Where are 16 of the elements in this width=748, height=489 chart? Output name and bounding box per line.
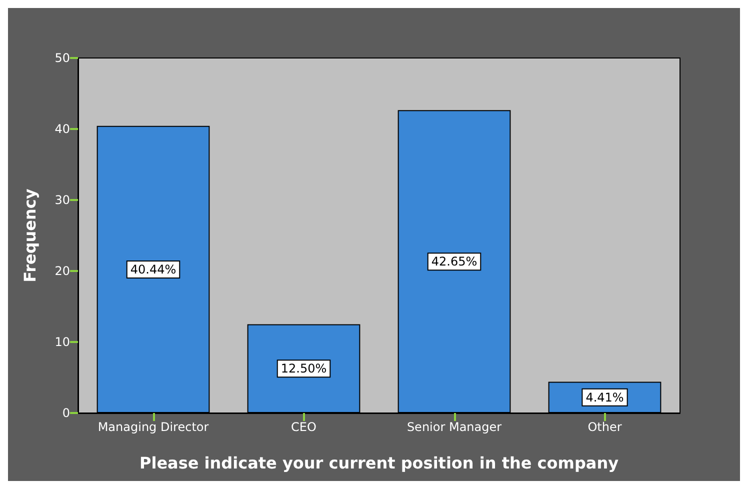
y-tick-label: 10 [54, 335, 70, 349]
x-tick-label: Senior Manager [406, 420, 502, 434]
y-axis-title: Frequency [20, 188, 40, 282]
data-label: 40.44% [130, 262, 176, 276]
data-label: 4.41% [586, 390, 624, 404]
data-label: 12.50% [280, 362, 327, 376]
x-axis-title: Please indicate your current position in the company [139, 454, 620, 472]
y-tick-label: 40 [54, 122, 70, 136]
y-tick-label: 0 [62, 406, 70, 420]
x-tick-label: Managing Director [98, 420, 209, 434]
data-label: 42.65% [431, 254, 478, 269]
x-tick-label: CEO [291, 420, 316, 434]
y-tick-label: 30 [54, 193, 70, 207]
y-tick-label: 20 [54, 264, 70, 278]
x-tick-label: Other [588, 420, 622, 434]
y-tick-label: 50 [54, 51, 70, 65]
